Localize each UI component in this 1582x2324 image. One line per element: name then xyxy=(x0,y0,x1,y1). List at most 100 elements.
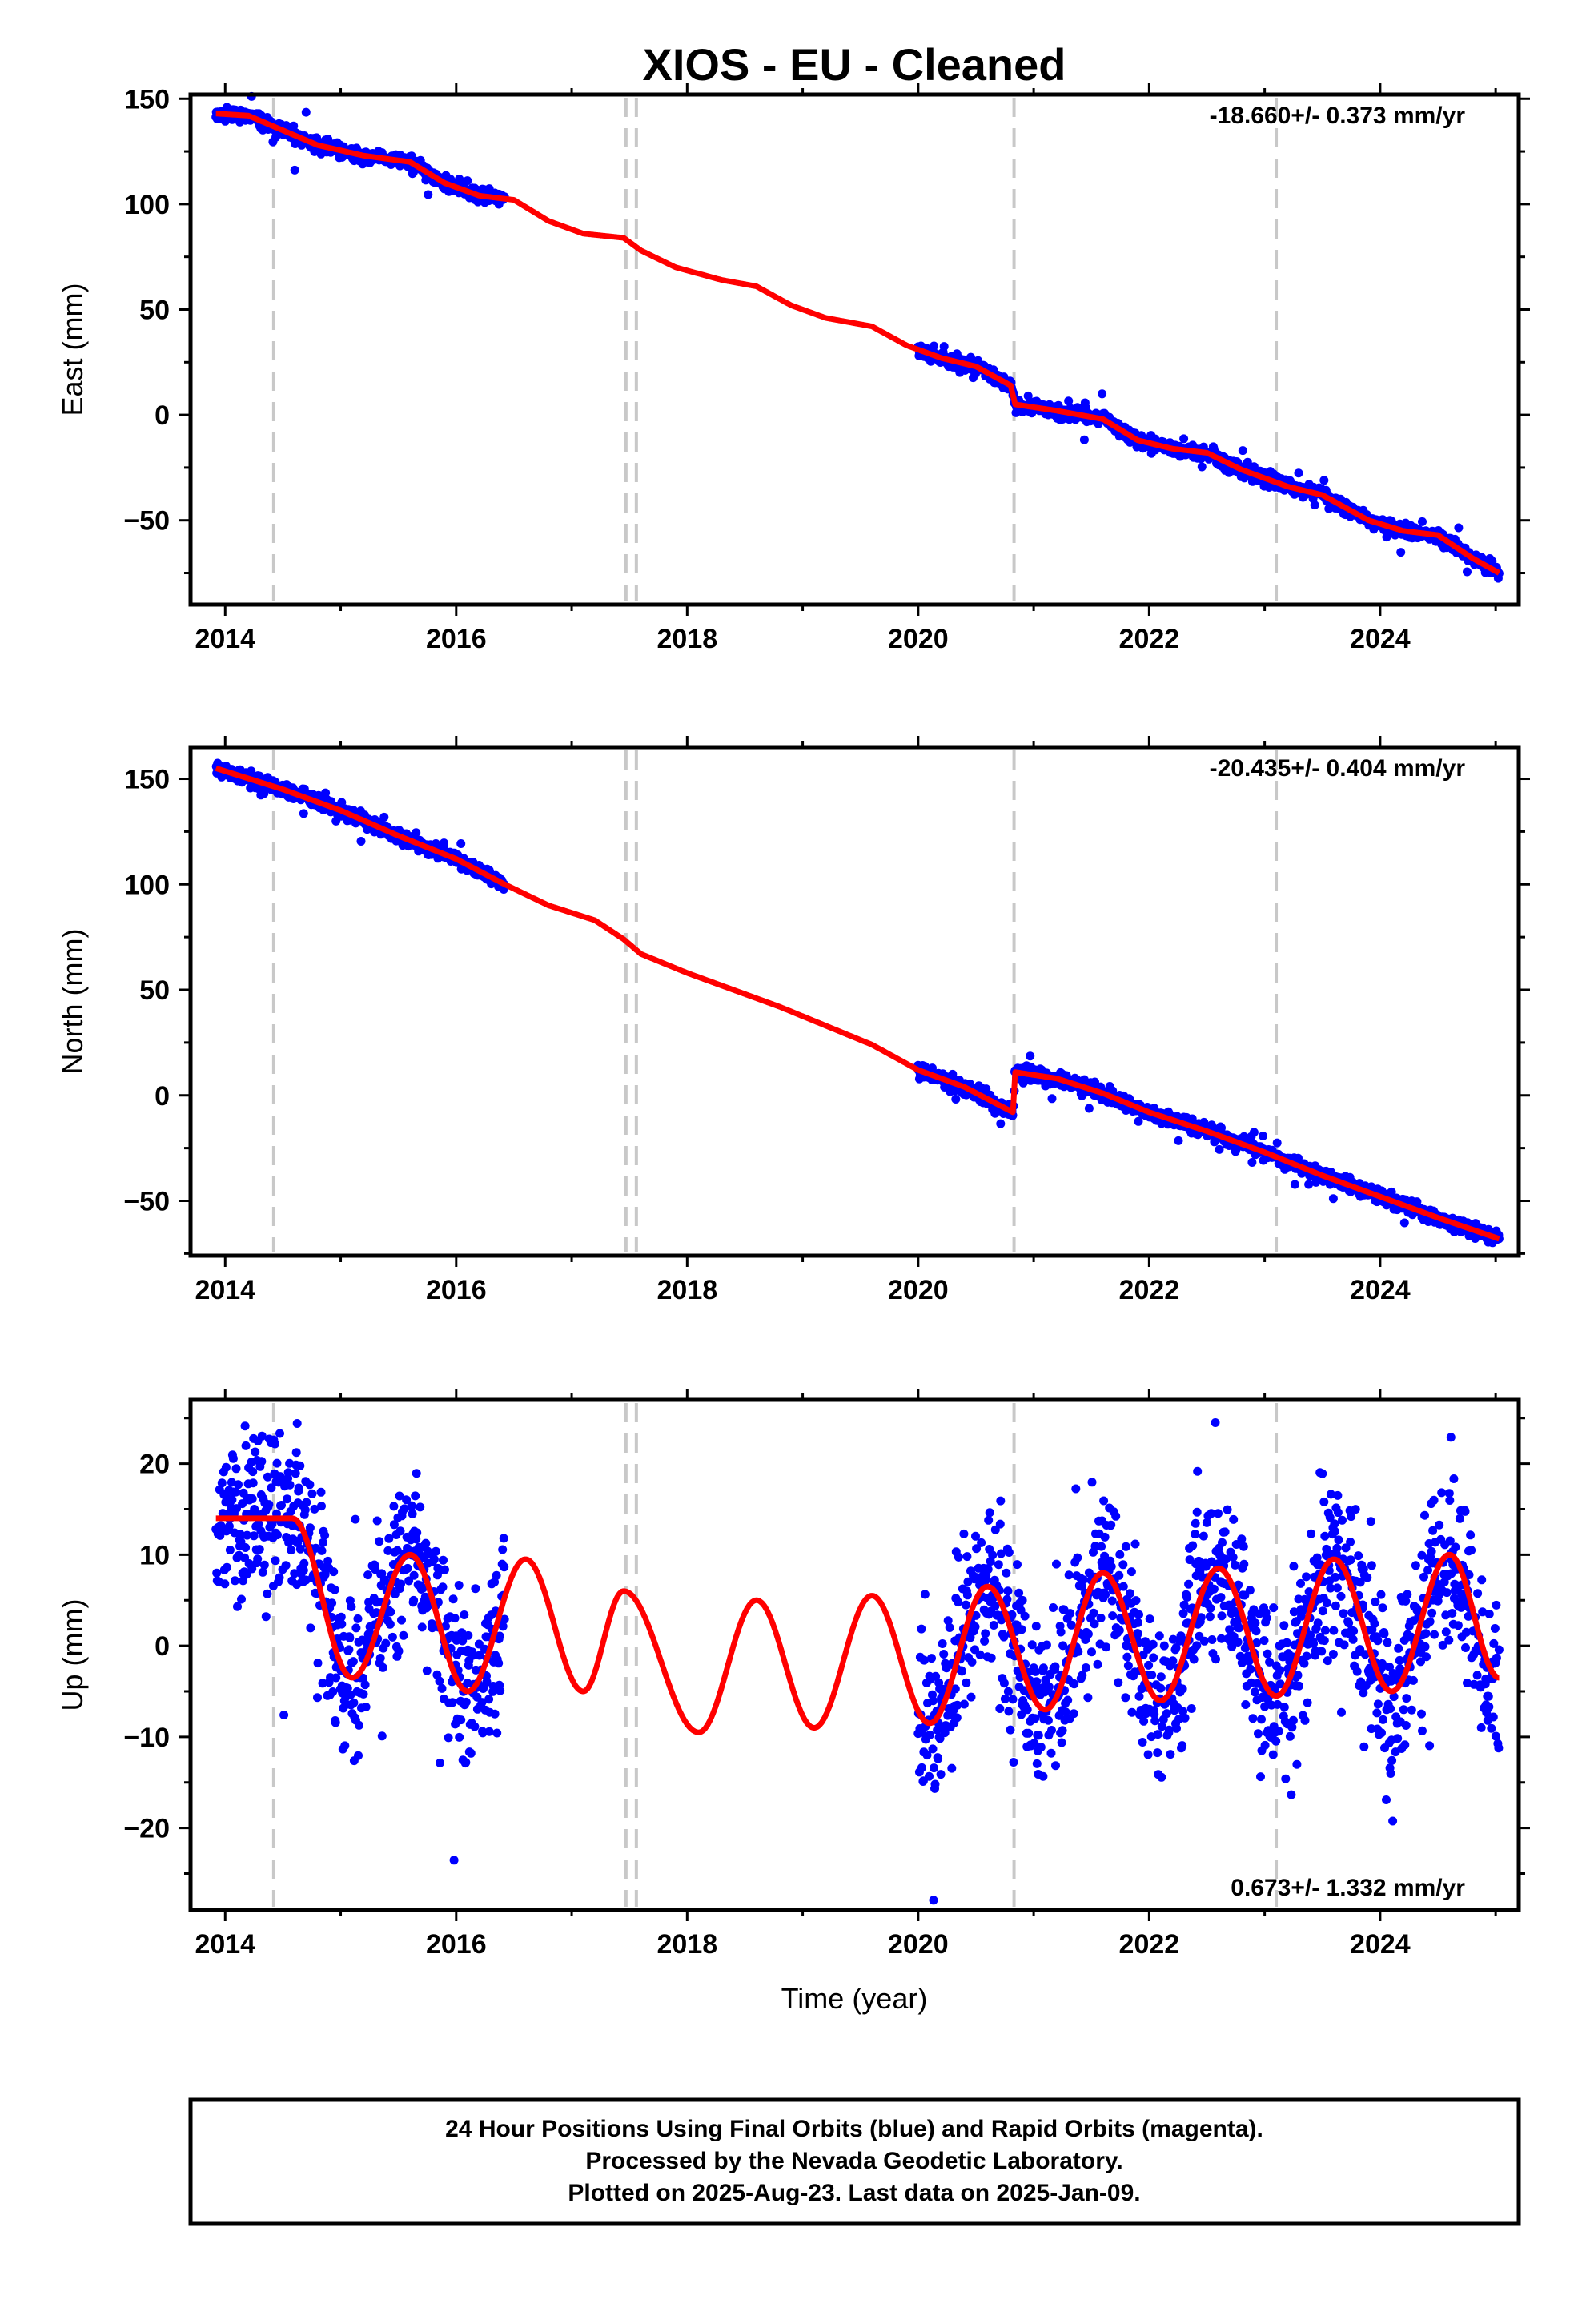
data-point xyxy=(1056,1627,1066,1637)
data-point xyxy=(1174,1136,1183,1145)
data-point xyxy=(386,1607,396,1617)
data-point xyxy=(1287,1790,1296,1799)
data-point xyxy=(951,1095,961,1104)
data-point xyxy=(1153,1730,1162,1739)
x-tick-label: 2014 xyxy=(195,1275,255,1305)
x-tick-label: 2014 xyxy=(195,624,255,654)
data-point xyxy=(1121,1542,1130,1551)
data-point xyxy=(1134,1618,1142,1627)
data-point xyxy=(361,1703,371,1711)
data-point xyxy=(263,1589,272,1598)
data-point xyxy=(1188,1541,1198,1550)
data-point xyxy=(448,1698,457,1707)
data-point xyxy=(1268,1750,1278,1759)
data-point xyxy=(939,1650,949,1659)
data-point xyxy=(225,1546,235,1554)
data-point xyxy=(1262,1614,1271,1622)
data-point xyxy=(990,1602,1000,1611)
data-point xyxy=(977,1538,986,1547)
data-point xyxy=(408,1509,417,1518)
x-tick-label: 2016 xyxy=(426,624,487,654)
data-point xyxy=(1259,1636,1269,1646)
data-point xyxy=(1064,396,1074,406)
data-point xyxy=(461,1697,471,1707)
data-point xyxy=(1241,1700,1251,1709)
y-tick-label: 100 xyxy=(124,190,170,220)
data-point xyxy=(344,1645,354,1655)
data-point xyxy=(1147,1671,1157,1679)
data-point xyxy=(221,1462,231,1472)
data-point xyxy=(1235,1623,1244,1633)
data-point xyxy=(397,1615,406,1625)
data-point xyxy=(1114,1570,1124,1580)
data-point xyxy=(1281,1774,1291,1783)
data-point xyxy=(1090,1619,1099,1629)
model-line xyxy=(214,111,1502,576)
data-point xyxy=(381,1638,391,1648)
data-point xyxy=(1295,1681,1303,1691)
data-point xyxy=(345,1633,355,1642)
data-point xyxy=(1263,1649,1272,1659)
data-point xyxy=(412,1528,422,1538)
data-point xyxy=(962,1552,972,1562)
data-point xyxy=(1154,1631,1164,1641)
data-point xyxy=(1399,1218,1409,1228)
data-point xyxy=(496,1686,505,1695)
data-point xyxy=(1156,1683,1166,1693)
data-point xyxy=(1233,1638,1243,1647)
data-point xyxy=(466,1748,476,1758)
data-point xyxy=(1036,1743,1046,1752)
data-point xyxy=(1197,462,1207,472)
data-point xyxy=(1097,1542,1106,1551)
data-point xyxy=(275,1573,284,1582)
data-point xyxy=(440,1565,449,1574)
data-point xyxy=(375,1537,384,1546)
data-point xyxy=(929,1696,938,1706)
data-point xyxy=(261,1612,271,1622)
data-point xyxy=(1319,476,1329,485)
data-point xyxy=(1031,1622,1041,1631)
x-tick-label: 2020 xyxy=(888,1275,949,1305)
data-point xyxy=(1282,1638,1291,1647)
data-point xyxy=(1042,1640,1051,1650)
data-point xyxy=(1052,1559,1061,1569)
data-point xyxy=(957,1667,966,1676)
data-point xyxy=(938,1639,947,1648)
data-point xyxy=(959,1529,969,1538)
data-point xyxy=(464,1630,473,1640)
data-point xyxy=(348,1657,358,1667)
data-point xyxy=(273,1530,282,1540)
data-point xyxy=(1191,1518,1200,1528)
data-point xyxy=(372,1516,382,1526)
data-point xyxy=(1239,1542,1248,1551)
data-point xyxy=(305,1523,315,1533)
data-point xyxy=(294,1483,303,1493)
data-point xyxy=(1038,1771,1048,1781)
data-point xyxy=(1078,1671,1087,1680)
y-tick-label: 0 xyxy=(155,1081,170,1112)
data-point xyxy=(1144,1660,1154,1670)
data-point xyxy=(1418,517,1427,526)
data-point xyxy=(349,1698,359,1707)
data-point xyxy=(411,1491,420,1501)
data-point xyxy=(1044,1682,1054,1691)
data-point xyxy=(967,1657,977,1667)
data-point xyxy=(281,1561,291,1570)
data-point xyxy=(360,1680,370,1690)
data-point xyxy=(934,1754,943,1763)
data-point xyxy=(1018,1595,1027,1605)
data-point xyxy=(1074,1647,1083,1656)
data-point xyxy=(1004,1548,1014,1557)
data-point xyxy=(1118,1582,1128,1591)
data-point xyxy=(470,1722,480,1731)
data-point xyxy=(945,1623,954,1632)
data-point xyxy=(962,1678,971,1687)
data-point xyxy=(1087,1647,1096,1657)
data-point xyxy=(454,1581,464,1590)
data-point xyxy=(241,1441,251,1450)
data-point xyxy=(1083,1693,1093,1703)
data-point xyxy=(412,828,421,838)
data-point xyxy=(351,1514,360,1524)
data-point xyxy=(1070,1679,1079,1689)
